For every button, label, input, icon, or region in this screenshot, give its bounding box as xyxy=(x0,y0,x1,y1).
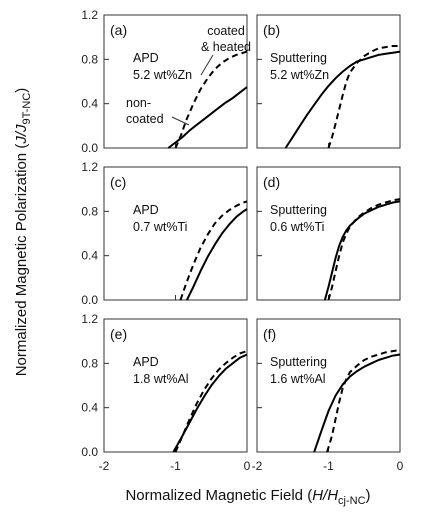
x-tick-label: -1 xyxy=(323,459,334,473)
panel-label: (b) xyxy=(263,22,280,38)
panel-a: 0.0 0.4 0.8 1.2 (a) APD 5.2 wt%Zn coated & heate… xyxy=(81,8,251,155)
panel-annotation: 5.2 wt%Zn xyxy=(270,68,329,82)
series-line-dashed xyxy=(174,50,248,149)
series-line-dashed xyxy=(179,200,248,301)
series-label-dashed: & heated xyxy=(201,40,251,54)
panel-e: 0.0 0.4 0.8 1.2 -2 -1 0 (e) APD 1.8 wt%Al xyxy=(81,312,250,473)
panel-annotation: 5.2 wt%Zn xyxy=(133,68,192,82)
panel-annotation: 1.6 wt%Al xyxy=(270,372,326,386)
panel-label: (f) xyxy=(263,326,276,342)
y-tick-label: 0.0 xyxy=(81,141,98,155)
series-line-dashed xyxy=(326,349,401,453)
y-axis-label-variable: J/J xyxy=(13,124,30,145)
panel-label: (c) xyxy=(110,174,126,190)
panel-f: -2 -1 0 (f) Sputtering 1.6 wt%Al xyxy=(252,318,404,473)
y-axis-label: Normalized Magnetic Polarization (J/J9T-… xyxy=(13,88,33,377)
x-tick-label: 0 xyxy=(397,459,404,473)
panel-annotation: Sputtering xyxy=(270,355,327,369)
panel-annotation: APD xyxy=(133,355,159,369)
panel-annotation: APD xyxy=(133,51,159,65)
series-line-dashed xyxy=(327,45,400,149)
panel-annotation: Sputtering xyxy=(270,51,327,65)
y-tick-label: 0.8 xyxy=(81,204,98,218)
series-line-solid xyxy=(186,208,248,301)
y-tick-label: 1.2 xyxy=(81,312,98,326)
panel-annotation: APD xyxy=(133,203,159,217)
y-tick-label: 0.4 xyxy=(81,401,98,415)
series-line-solid xyxy=(313,353,401,453)
panel-label: (a) xyxy=(110,22,127,38)
series-line-solid xyxy=(167,86,248,149)
y-tick-label: 0.0 xyxy=(81,293,98,307)
y-axis-label-subscript: 9T-NC xyxy=(21,93,33,125)
panel-annotation: 1.8 wt%Al xyxy=(133,372,189,386)
panel-annotation: 0.6 wt%Ti xyxy=(270,220,324,234)
series-label-dashed: coated xyxy=(207,24,245,38)
series-label-pointer xyxy=(200,54,214,76)
y-tick-label: 0.4 xyxy=(81,249,98,263)
panel-label: (d) xyxy=(263,174,280,190)
series-label-pointer xyxy=(171,116,190,126)
y-tick-label: 0.0 xyxy=(81,445,98,459)
y-tick-label: 0.8 xyxy=(81,356,98,370)
panel-label: (e) xyxy=(110,326,127,342)
panel-annotation: 0.7 wt%Ti xyxy=(133,220,187,234)
y-axis-label-suffix: ) xyxy=(13,88,30,93)
y-tick-label: 1.2 xyxy=(81,160,98,174)
panel-b: (b) Sputtering 5.2 wt%Zn xyxy=(256,14,401,149)
panels: 0.0 0.4 0.8 1.2 (a) APD 5.2 wt%Zn coated & heate… xyxy=(81,8,403,473)
panel-annotation: Sputtering xyxy=(270,203,327,217)
y-tick-label: 0.8 xyxy=(81,52,98,66)
panel-c: 0.0 0.4 0.8 1.2 (c) APD 0.7 wt%Ti xyxy=(81,160,248,307)
series-label-solid: coated xyxy=(126,112,164,126)
series-line-solid xyxy=(323,200,401,301)
y-axis-label-prefix: Normalized Magnetic Polarization ( xyxy=(13,144,30,377)
y-tick-label: 0.4 xyxy=(81,97,98,111)
y-tick-label: 1.2 xyxy=(81,8,98,22)
series-label-solid: non- xyxy=(126,96,151,110)
panel-d: (d) Sputtering 0.6 wt%Ti xyxy=(256,166,401,301)
series-line-solid xyxy=(284,50,401,149)
x-axis-label-variable: H/H xyxy=(312,487,338,504)
x-tick-label: -1 xyxy=(170,459,181,473)
x-axis-label: Normalized Magnetic Field (H/Hcj-NC) xyxy=(125,487,370,507)
series-line-solid xyxy=(172,353,248,453)
x-tick-label: -2 xyxy=(99,459,110,473)
x-axis-label-subscript: cj-NC xyxy=(338,495,366,507)
x-axis-label-suffix: ) xyxy=(366,487,371,504)
x-axis-label-prefix: Normalized Magnetic Field ( xyxy=(125,487,312,504)
x-tick-label: -2 xyxy=(252,459,263,473)
series-line-dashed xyxy=(174,350,248,453)
x-tick-label: 0 xyxy=(244,459,251,473)
